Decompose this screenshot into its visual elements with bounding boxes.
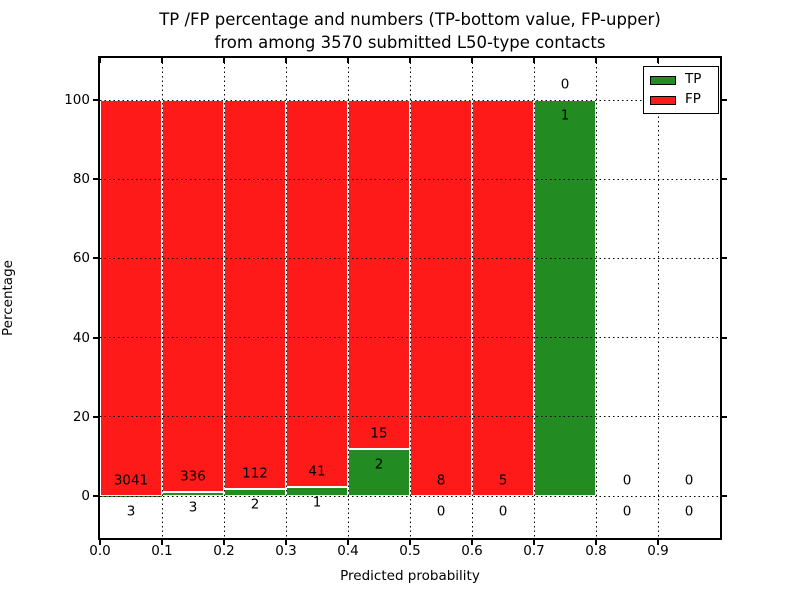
- fp-bar: [472, 100, 534, 496]
- y-tick-left: [93, 336, 98, 339]
- fp-bar: [286, 100, 348, 487]
- x-tick-label: 0.6: [461, 543, 483, 559]
- y-tick-left: [93, 415, 98, 418]
- x-tick-bottom: [595, 540, 597, 545]
- tp-bar: [224, 489, 286, 496]
- tp-count-label: 2: [250, 496, 260, 513]
- fp-count-label: 336: [180, 468, 206, 485]
- y-tick-right: [722, 99, 727, 101]
- tp-bar: [534, 100, 596, 496]
- x-tick-bottom: [409, 540, 411, 545]
- y-tick-right: [722, 178, 727, 181]
- fp-count-label: 15: [370, 425, 388, 442]
- fp-count-label: 8: [436, 472, 446, 489]
- y-tick-label: 20: [72, 408, 90, 425]
- y-tick-label: 40: [72, 329, 90, 346]
- x-tick-bottom: [347, 540, 349, 545]
- x-tick-label: 0.5: [399, 543, 421, 559]
- chart-title-line1: TP /FP percentage and numbers (TP-bottom…: [159, 10, 661, 29]
- x-tick-top: [471, 58, 473, 63]
- x-tick-label: 0.1: [151, 543, 173, 559]
- x-tick-label: 0.4: [337, 543, 359, 559]
- fp-bar: [162, 100, 224, 493]
- x-tick-bottom: [223, 540, 225, 545]
- chart-title-line2: from among 3570 submitted L50-type conta…: [214, 33, 606, 52]
- x-tick-bottom: [533, 540, 535, 545]
- tp-count-label: 0: [622, 503, 632, 520]
- y-tick-label: 100: [64, 92, 90, 108]
- y-tick-right: [722, 257, 727, 260]
- y-tick-label: 0: [81, 488, 90, 504]
- x-tick-top: [285, 58, 287, 63]
- tp-legend-label: TP: [685, 71, 702, 88]
- legend-row-fp: FP: [650, 93, 712, 107]
- fp-count-label: 0: [622, 472, 632, 489]
- tp-count-label: 3: [126, 502, 136, 519]
- fp-count-label: 0: [560, 76, 570, 93]
- y-axis-label: Percentage: [0, 260, 16, 336]
- x-tick-label: 0.9: [647, 543, 669, 559]
- fp-count-label: 5: [498, 472, 508, 489]
- fp-count-label: 112: [242, 465, 268, 482]
- tp-count-label: 1: [312, 493, 322, 510]
- y-tick-left: [93, 495, 98, 497]
- legend-row-tp: TP: [650, 73, 712, 87]
- x-tick-top: [99, 58, 101, 63]
- tp-count-label: 3: [188, 499, 198, 516]
- tp-bar: [162, 492, 224, 496]
- x-tick-top: [347, 58, 349, 63]
- y-tick-left: [93, 257, 98, 260]
- x-tick-label: 0.3: [275, 543, 297, 559]
- x-tick-bottom: [161, 540, 163, 545]
- chart-title: TP /FP percentage and numbers (TP-bottom…: [100, 8, 720, 54]
- tp-count-label: 0: [436, 503, 446, 520]
- y-tick-right: [722, 415, 727, 418]
- x-tick-top: [657, 58, 659, 63]
- x-tick-label: 0.2: [213, 543, 235, 559]
- fp-bar: [100, 100, 162, 496]
- x-tick-top: [409, 58, 411, 63]
- y-tick-label: 80: [72, 171, 90, 188]
- x-tick-top: [595, 58, 597, 63]
- fp-legend-swatch: [650, 95, 676, 105]
- legend: TP FP: [643, 66, 719, 114]
- fp-legend-label: FP: [685, 91, 701, 108]
- fp-bar: [410, 100, 472, 496]
- x-tick-bottom: [657, 540, 659, 545]
- x-tick-bottom: [99, 540, 101, 545]
- fp-count-label: 0: [684, 472, 694, 489]
- x-tick-label: 0.7: [523, 543, 545, 559]
- fp-bar: [224, 100, 286, 490]
- tp-legend-swatch: [650, 75, 676, 85]
- y-tick-right: [722, 336, 727, 339]
- y-tick-label: 60: [72, 250, 90, 267]
- fp-count-label: 3041: [113, 471, 149, 488]
- y-tick-left: [93, 178, 98, 181]
- tp-count-label: 1: [560, 107, 570, 124]
- tp-count-label: 2: [374, 456, 384, 473]
- x-gridline: [657, 58, 659, 538]
- y-tick-left: [93, 99, 98, 101]
- tp-count-label: 0: [684, 503, 694, 520]
- x-tick-label: 0.0: [89, 543, 111, 559]
- tp-count-label: 0: [498, 503, 508, 520]
- fp-bar: [348, 100, 410, 450]
- x-axis-label: Predicted probability: [340, 568, 480, 584]
- y-tick-right: [722, 495, 727, 497]
- tp-bar: [348, 449, 410, 496]
- x-tick-label: 0.8: [585, 543, 607, 559]
- x-tick-top: [223, 58, 225, 63]
- fp-count-label: 41: [308, 462, 326, 479]
- x-tick-top: [533, 58, 535, 63]
- x-tick-top: [161, 58, 163, 63]
- x-tick-bottom: [285, 540, 287, 545]
- x-tick-bottom: [471, 540, 473, 545]
